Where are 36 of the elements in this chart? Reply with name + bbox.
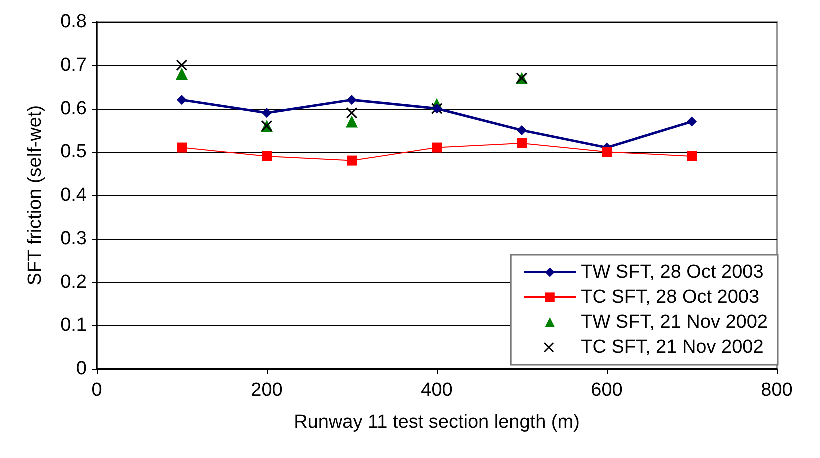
- y-tick-label: 0.6: [60, 98, 87, 120]
- x-axis-title: Runway 11 test section length (m): [294, 412, 580, 433]
- y-axis-title: SFT friction (self-wet): [25, 105, 46, 286]
- x-tick-label: 600: [591, 380, 623, 401]
- legend-label: TC SFT, 28 Oct 2003: [581, 287, 760, 308]
- point: [432, 142, 442, 153]
- y-tick-label: 0.7: [60, 54, 87, 76]
- legend-label: TW SFT, 28 Oct 2003: [581, 262, 764, 283]
- point: [177, 95, 187, 106]
- point: [602, 147, 612, 158]
- x-tick-label: 200: [251, 380, 283, 401]
- point: [177, 142, 187, 153]
- y-tick-label: 0: [76, 358, 87, 380]
- x-tick-label: 800: [761, 380, 793, 401]
- y-tick-label: 0.2: [60, 272, 87, 293]
- point: [176, 60, 188, 71]
- legend-label: TC SFT, 21 Nov 2002: [581, 337, 764, 358]
- point: [346, 108, 358, 119]
- point: [176, 68, 188, 80]
- y-tick-label: 0.3: [60, 228, 87, 250]
- x-tick-label: 400: [421, 380, 453, 401]
- point: [346, 116, 358, 128]
- y-tick-label: 0.5: [60, 142, 87, 163]
- point: [517, 125, 527, 136]
- y-tick-label: 0.1: [60, 315, 87, 336]
- point: [262, 108, 272, 118]
- point: [517, 138, 527, 148]
- point: [262, 151, 272, 162]
- point: [347, 95, 357, 106]
- point: [347, 156, 357, 166]
- legend-label: TW SFT, 21 Nov 2002: [581, 312, 768, 333]
- x-tick-label: 0: [92, 380, 102, 401]
- point: [687, 151, 697, 162]
- y-tick-label: 0.8: [60, 12, 87, 32]
- point: [687, 116, 697, 127]
- y-tick-label: 0.4: [60, 185, 88, 206]
